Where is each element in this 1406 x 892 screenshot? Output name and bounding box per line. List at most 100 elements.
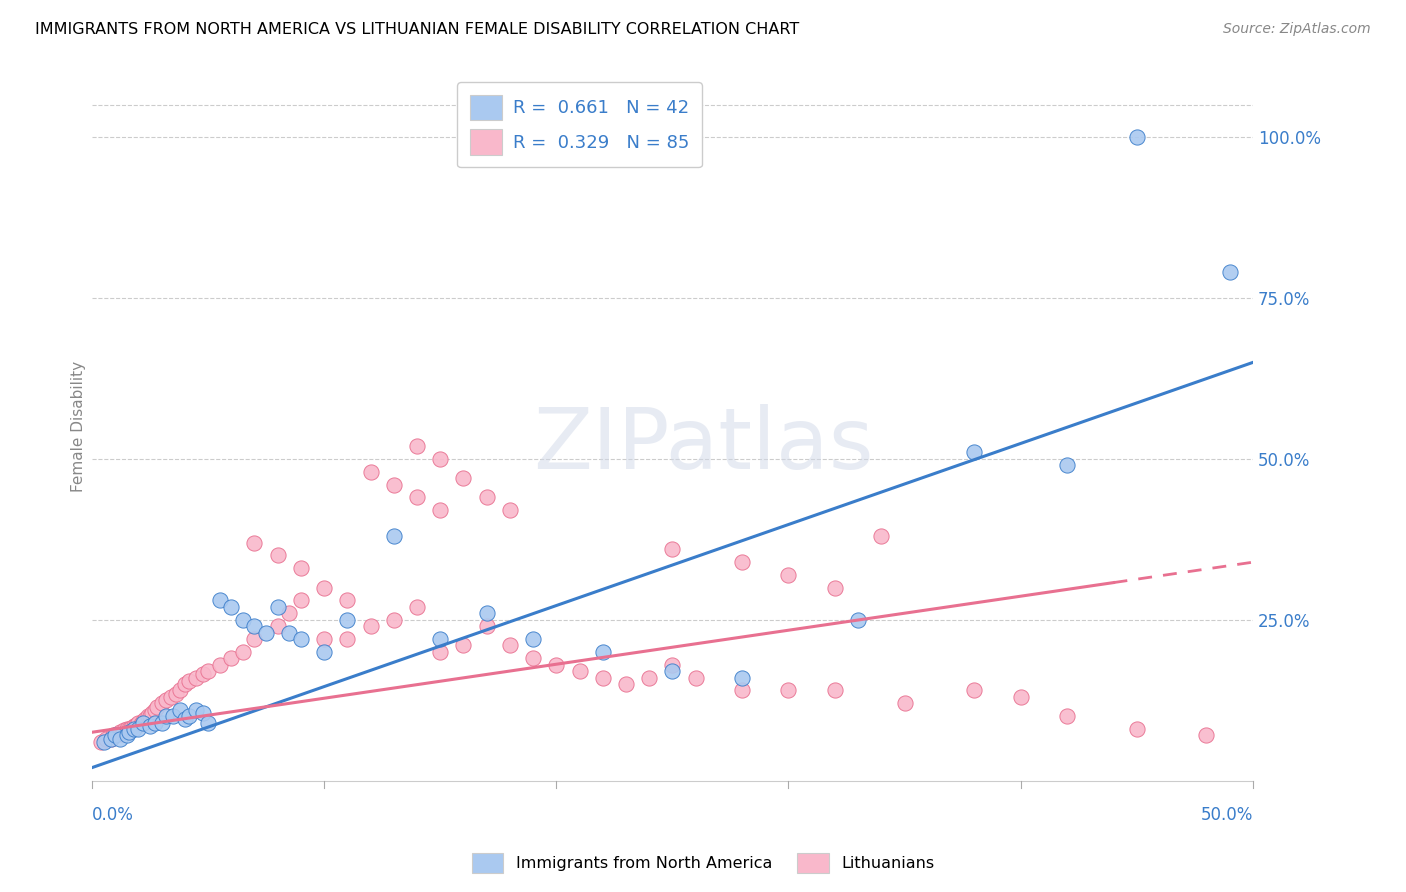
Point	[132, 714, 155, 729]
Point	[94, 731, 117, 746]
Point	[824, 683, 846, 698]
Point	[127, 722, 149, 736]
Point	[614, 677, 637, 691]
Point	[963, 445, 986, 459]
Point	[290, 561, 312, 575]
Point	[314, 645, 336, 659]
Point	[120, 721, 142, 735]
Point	[475, 607, 498, 621]
Point	[475, 491, 498, 505]
Point	[592, 645, 614, 659]
Point	[290, 593, 312, 607]
Point	[173, 713, 195, 727]
Point	[685, 671, 707, 685]
Point	[429, 503, 451, 517]
Point	[134, 713, 156, 727]
Point	[186, 671, 208, 685]
Point	[141, 706, 163, 720]
Point	[155, 709, 177, 723]
Point	[290, 632, 312, 646]
Point	[169, 683, 191, 698]
Point	[146, 699, 169, 714]
Text: IMMIGRANTS FROM NORTH AMERICA VS LITHUANIAN FEMALE DISABILITY CORRELATION CHART: IMMIGRANTS FROM NORTH AMERICA VS LITHUAN…	[35, 22, 800, 37]
Point	[193, 667, 215, 681]
Point	[522, 632, 544, 646]
Point	[1056, 458, 1078, 473]
Point	[173, 677, 195, 691]
Point	[893, 696, 915, 710]
Point	[197, 715, 219, 730]
Point	[160, 690, 183, 704]
Point	[90, 735, 112, 749]
Point	[278, 607, 301, 621]
Point	[568, 664, 591, 678]
Point	[254, 625, 277, 640]
Point	[429, 451, 451, 466]
Point	[266, 619, 288, 633]
Point	[778, 683, 800, 698]
Text: 50.0%: 50.0%	[1201, 806, 1253, 824]
Point	[208, 593, 231, 607]
Point	[846, 613, 869, 627]
Point	[382, 529, 405, 543]
Point	[546, 657, 568, 672]
Point	[592, 671, 614, 685]
Point	[266, 599, 288, 614]
Point	[179, 673, 201, 688]
Point	[108, 725, 131, 739]
Point	[197, 664, 219, 678]
Point	[243, 535, 266, 549]
Legend: R =  0.661   N = 42, R =  0.329   N = 85: R = 0.661 N = 42, R = 0.329 N = 85	[457, 82, 702, 168]
Point	[219, 599, 242, 614]
Point	[118, 725, 141, 739]
Point	[661, 541, 683, 556]
Point	[115, 729, 138, 743]
Point	[139, 719, 162, 733]
Point	[125, 717, 148, 731]
Text: ZIPatlas: ZIPatlas	[533, 404, 873, 488]
Point	[638, 671, 661, 685]
Point	[475, 619, 498, 633]
Point	[179, 709, 201, 723]
Point	[162, 709, 184, 723]
Point	[731, 683, 754, 698]
Text: Source: ZipAtlas.com: Source: ZipAtlas.com	[1223, 22, 1371, 37]
Point	[314, 632, 336, 646]
Point	[232, 645, 254, 659]
Point	[731, 671, 754, 685]
Point	[499, 503, 522, 517]
Point	[778, 567, 800, 582]
Point	[336, 593, 359, 607]
Point	[406, 491, 429, 505]
Point	[429, 645, 451, 659]
Point	[382, 477, 405, 491]
Point	[143, 715, 166, 730]
Point	[266, 549, 288, 563]
Point	[406, 599, 429, 614]
Point	[278, 625, 301, 640]
Point	[731, 555, 754, 569]
Point	[127, 715, 149, 730]
Point	[1219, 265, 1241, 279]
Point	[93, 735, 115, 749]
Point	[150, 715, 173, 730]
Point	[186, 703, 208, 717]
Point	[108, 731, 131, 746]
Point	[155, 693, 177, 707]
Point	[100, 731, 122, 746]
Point	[963, 683, 986, 698]
Point	[661, 664, 683, 678]
Point	[1195, 729, 1218, 743]
Point	[208, 657, 231, 672]
Point	[1125, 130, 1147, 145]
Point	[150, 696, 173, 710]
Text: 0.0%: 0.0%	[91, 806, 134, 824]
Point	[165, 687, 187, 701]
Point	[132, 715, 155, 730]
Point	[429, 632, 451, 646]
Point	[107, 727, 129, 741]
Point	[111, 726, 134, 740]
Point	[453, 639, 475, 653]
Point	[114, 723, 136, 738]
Point	[522, 651, 544, 665]
